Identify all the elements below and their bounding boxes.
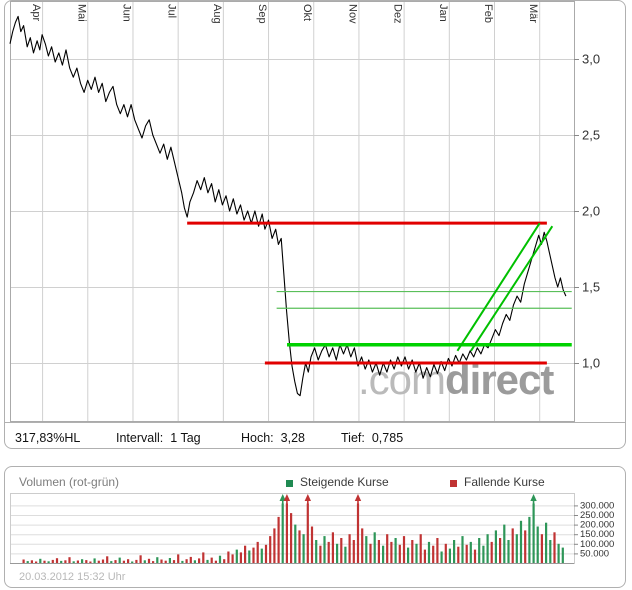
svg-text:300.000: 300.000	[580, 500, 614, 511]
svg-text:Mär: Mär	[527, 4, 539, 23]
chart-timestamp: 20.03.2012 15:32 Uhr	[19, 571, 126, 583]
high-label: Hoch:	[241, 431, 274, 445]
svg-text:1,5: 1,5	[582, 280, 600, 295]
volume-overflow-arrow-icon	[354, 494, 362, 501]
svg-text:Okt: Okt	[301, 4, 313, 21]
volume-chart-canvas: 300.000250.000200.000150.000100.00050.00…	[10, 493, 614, 564]
volume-bars	[22, 503, 564, 563]
volume-panel: Volumen (rot-grün) Steigende Kurse Falle…	[4, 466, 626, 588]
svg-text:100.000: 100.000	[580, 539, 614, 550]
high-group: Hoch: 3,28	[241, 431, 305, 445]
interval-label: Intervall:	[116, 431, 164, 445]
percent-hl-range: 317,83%HL	[15, 431, 81, 445]
svg-text:2,0: 2,0	[582, 204, 600, 219]
price-chart-canvas: Apr Mai Jun Jul Aug Sep Okt Nov Dez Jan Feb Mär 3,0 2…	[9, 1, 600, 422]
interval-group: Intervall: 1 Tag	[116, 431, 201, 445]
svg-text:3,0: 3,0	[582, 52, 600, 67]
month-axis-labels: Apr Mai Jun Jul Aug Sep Okt Nov Dez Jan Feb Mär	[30, 4, 539, 24]
chart-status-bar: 317,83%HL Intervall: 1 Tag Hoch: 3,28 Tief…	[5, 422, 625, 450]
legend-falling-label: Fallende Kurse	[464, 475, 545, 489]
svg-text:Aug: Aug	[211, 4, 223, 24]
volume-overflow-arrow-icon	[283, 494, 291, 501]
low-group: Tief: 0,785	[341, 431, 403, 445]
svg-text:Jan: Jan	[437, 4, 449, 22]
legend-rising-label: Steigende Kurse	[300, 475, 389, 489]
volume-clip-arrows	[279, 494, 537, 505]
svg-text:Dez: Dez	[392, 4, 404, 24]
svg-text:150.000: 150.000	[580, 529, 614, 540]
svg-text:1,0: 1,0	[582, 356, 600, 371]
legend-falling-swatch-icon	[450, 480, 457, 487]
svg-text:Jul: Jul	[166, 4, 178, 18]
volume-plot-border	[10, 493, 575, 564]
price-chart-panel: Apr Mai Jun Jul Aug Sep Okt Nov Dez Jan Feb Mär 3,0 2…	[4, 0, 626, 449]
svg-text:Nov: Nov	[346, 4, 358, 24]
svg-text:Feb: Feb	[482, 4, 494, 23]
svg-text:Apr: Apr	[30, 4, 42, 21]
volume-axis-labels: 300.000250.000200.000150.000100.00050.00…	[574, 500, 614, 559]
volume-overflow-arrow-icon	[304, 494, 312, 501]
price-axis-labels: 3,0 2,5 2,0 1,5 1,0	[574, 52, 600, 371]
trend-channel-line	[456, 222, 541, 352]
volume-title: Volumen (rot-grün)	[19, 475, 120, 489]
price-line	[9, 15, 567, 397]
volume-overflow-arrow-icon	[279, 494, 286, 501]
legend-falling: Fallende Kurse	[450, 475, 545, 489]
svg-text:Jun: Jun	[121, 4, 133, 22]
svg-text:Sep: Sep	[256, 4, 268, 24]
svg-text:200.000: 200.000	[580, 520, 614, 531]
svg-text:250.000: 250.000	[580, 510, 614, 521]
high-value: 3,28	[280, 431, 305, 445]
trend-channel-line	[470, 225, 554, 352]
volume-overflow-arrow-icon	[530, 494, 537, 501]
interval-value: 1 Tag	[170, 431, 201, 445]
legend-rising: Steigende Kurse	[286, 475, 389, 489]
svg-text:50.000: 50.000	[580, 548, 609, 559]
svg-text:Mai: Mai	[75, 4, 87, 22]
svg-text:2,5: 2,5	[582, 128, 600, 143]
low-label: Tief:	[341, 431, 365, 445]
low-value: 0,785	[371, 431, 404, 445]
legend-rising-swatch-icon	[286, 480, 293, 487]
